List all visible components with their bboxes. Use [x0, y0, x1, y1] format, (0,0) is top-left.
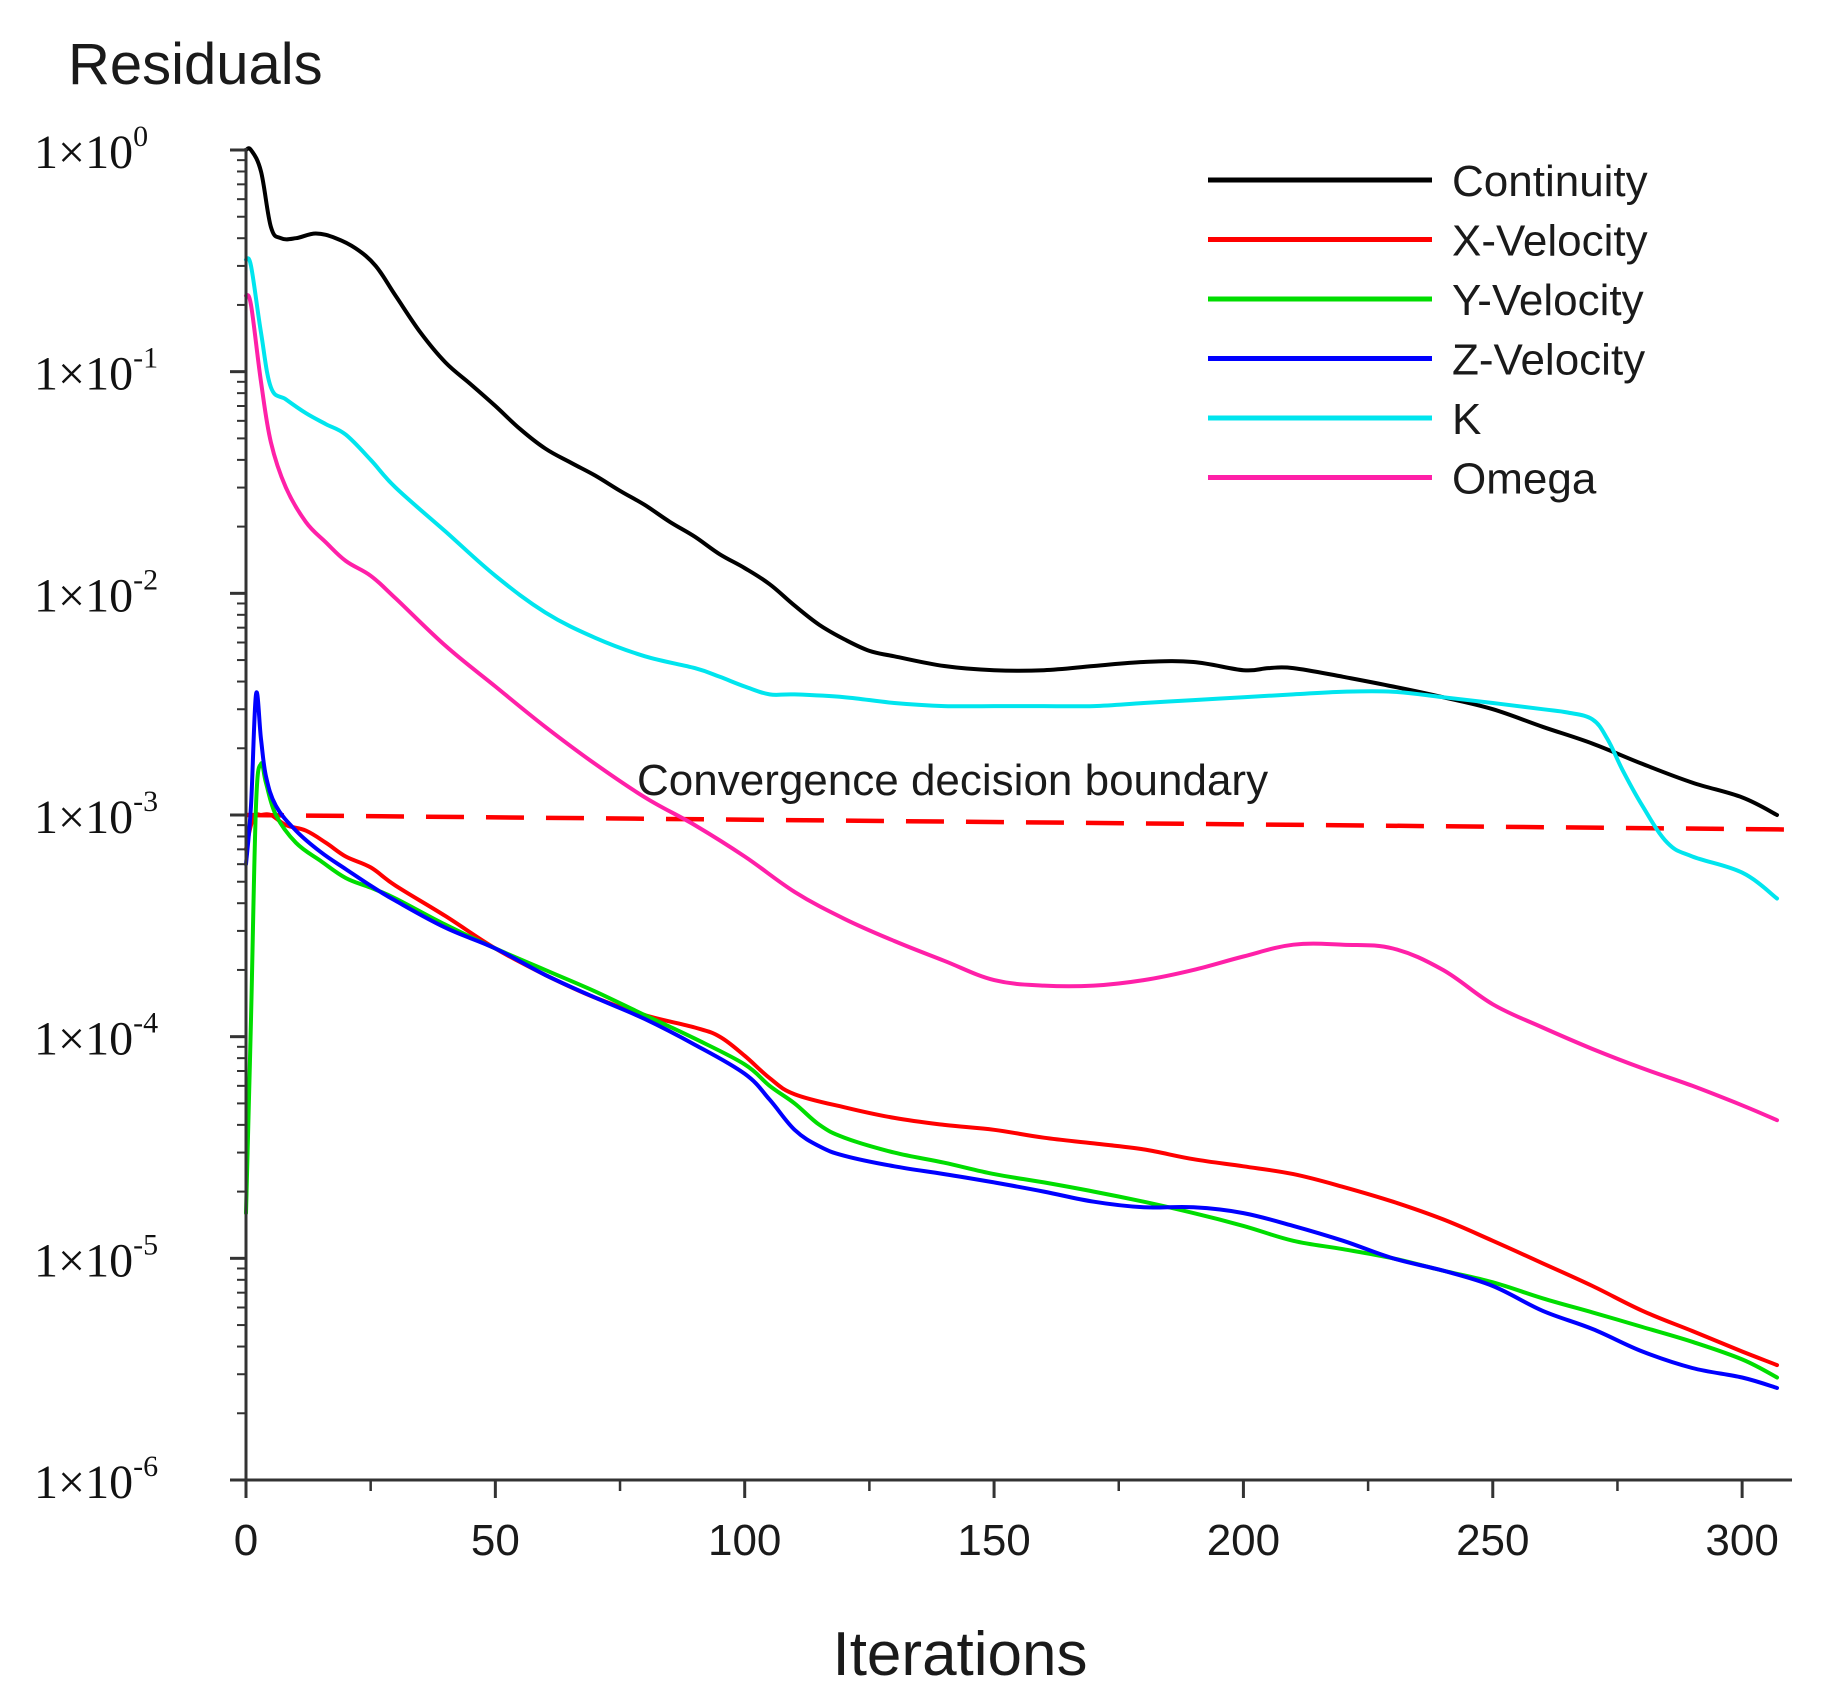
y-tick-mantissa: 1×10 — [34, 1013, 133, 1066]
legend-label-continuity: Continuity — [1452, 157, 1648, 206]
x-tick-label: 150 — [957, 1516, 1030, 1565]
y-tick-mantissa: 1×10 — [34, 791, 133, 844]
y-tick-label: 1×10-3 — [34, 785, 158, 844]
y-tick-label: 1×10-6 — [34, 1450, 158, 1509]
y-tick-exponent: -4 — [133, 1007, 158, 1040]
x-tick-label: 300 — [1705, 1516, 1778, 1565]
series-line-z-velocity — [244, 690, 1779, 1390]
reference-lines: Convergence decision boundary — [245, 756, 1793, 832]
y-tick-exponent: -6 — [133, 1450, 158, 1483]
legend-label-x-velocity: X-Velocity — [1452, 217, 1648, 266]
y-tick-exponent: -2 — [133, 563, 158, 596]
x-tick-label: 0 — [234, 1516, 258, 1565]
series-line-x-velocity — [244, 812, 1779, 1368]
x-tick-label: 250 — [1456, 1516, 1529, 1565]
axes: 0 50 100 150 200 250 3001×1001×10-11×10-21×10-… — [34, 120, 1792, 1565]
y-tick-label: 1×10-5 — [34, 1228, 158, 1287]
y-tick-mantissa: 1×10 — [34, 126, 133, 179]
series-line-continuity — [244, 146, 1779, 817]
legend-label-y-velocity: Y-Velocity — [1452, 276, 1644, 325]
y-tick-label: 1×10-1 — [34, 342, 158, 401]
y-tick-label: 1×10-2 — [34, 563, 158, 622]
x-axis-label: Iterations — [832, 1620, 1087, 1689]
series-lines — [244, 146, 1779, 1390]
y-tick-exponent: -5 — [133, 1228, 158, 1261]
y-tick-mantissa: 1×10 — [34, 1234, 133, 1287]
y-axis-label: Residuals — [68, 32, 323, 97]
y-tick-label: 1×100 — [34, 120, 148, 179]
x-tick-label: 200 — [1207, 1516, 1280, 1565]
y-tick-mantissa: 1×10 — [34, 1456, 133, 1509]
x-tick-label: 100 — [708, 1516, 781, 1565]
legend-label-omega: Omega — [1452, 455, 1597, 504]
series-line-k — [244, 256, 1779, 901]
y-tick-exponent: 0 — [133, 120, 148, 153]
y-tick-mantissa: 1×10 — [34, 348, 133, 401]
convergence-boundary-line — [245, 812, 1793, 832]
y-tick-mantissa: 1×10 — [34, 569, 133, 622]
legend: Continuity X-Velocity Y-Velocity Z-Velocity… — [1208, 157, 1648, 504]
convergence-boundary-label: Convergence decision boundary — [637, 756, 1268, 805]
y-tick-label: 1×10-4 — [34, 1007, 158, 1066]
legend-label-z-velocity: Z-Velocity — [1452, 336, 1645, 385]
legend-label-k: K — [1452, 395, 1481, 444]
y-tick-exponent: -1 — [133, 342, 158, 375]
x-tick-label: 50 — [471, 1516, 520, 1565]
series-line-omega — [244, 293, 1779, 1123]
y-tick-exponent: -3 — [133, 785, 158, 818]
